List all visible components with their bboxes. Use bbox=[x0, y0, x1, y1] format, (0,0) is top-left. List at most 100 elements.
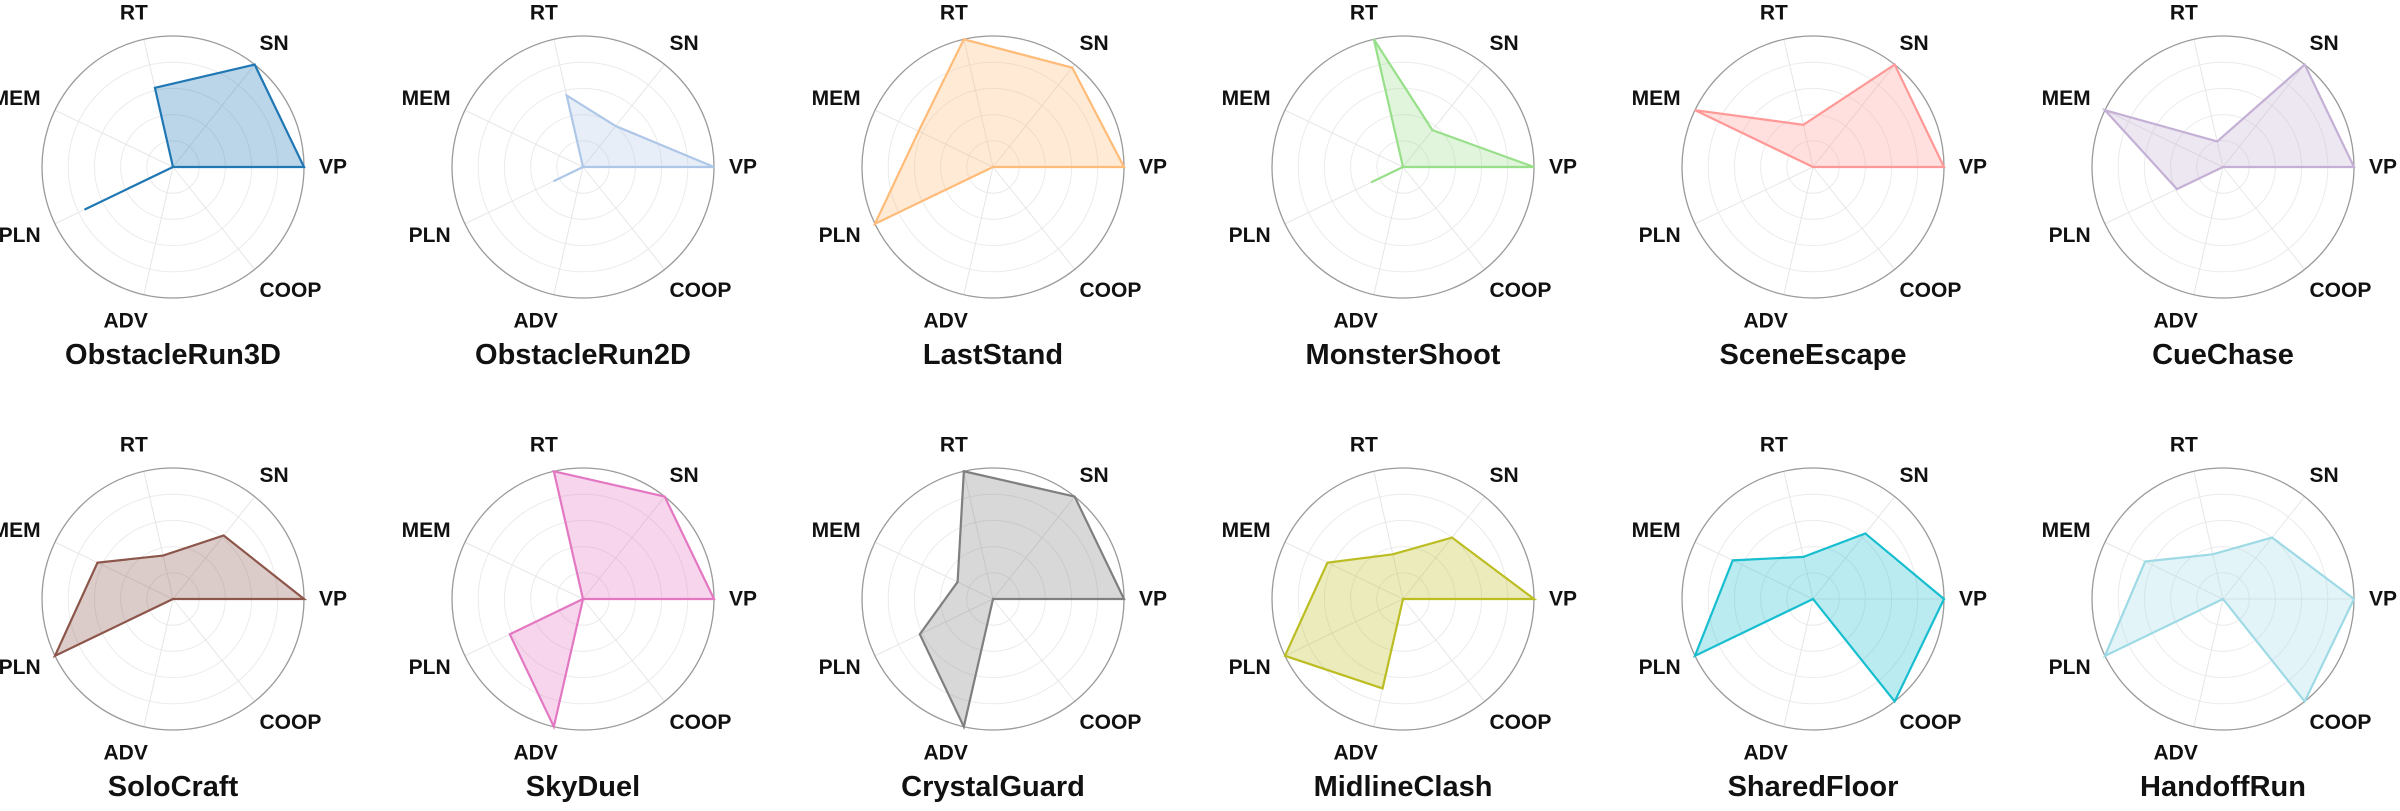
grid-spoke bbox=[2222, 496, 2306, 600]
grid-spoke bbox=[1812, 496, 1896, 600]
axis-label-vp: VP bbox=[1139, 156, 1167, 179]
grid-spoke bbox=[2193, 166, 2224, 295]
radar-chart-laststand: VP SN RT MEM PLN ADV COOP LastStand bbox=[812, 1, 1167, 371]
grid-spoke bbox=[1783, 39, 1814, 168]
radar-chart-obstaclerun3d: VP SN RT MEM PLN ADV COOP ObstacleRun3D bbox=[0, 1, 347, 371]
series-polygon bbox=[918, 469, 1126, 731]
grid-spoke bbox=[874, 109, 994, 168]
axis-label-vp: VP bbox=[1549, 156, 1577, 179]
axis-label-rt: RT bbox=[120, 433, 148, 456]
axis-label-rt: RT bbox=[940, 1, 968, 24]
axis-label-mem: MEM bbox=[2042, 519, 2091, 542]
series-polygon bbox=[508, 469, 716, 731]
axis-label-sn: SN bbox=[1490, 32, 1519, 55]
grid-spoke bbox=[963, 166, 994, 295]
axis-label-sn: SN bbox=[260, 32, 289, 55]
axis-label-mem: MEM bbox=[0, 519, 41, 542]
axis-label-rt: RT bbox=[120, 1, 148, 24]
axis-label-vp: VP bbox=[319, 588, 347, 611]
series-polygon bbox=[52, 534, 308, 659]
grid-spoke bbox=[1284, 598, 1404, 657]
axis-label-pln: PLN bbox=[1639, 656, 1681, 679]
axis-label-vp: VP bbox=[2369, 156, 2397, 179]
axis-label-mem: MEM bbox=[1222, 519, 1271, 542]
grid-spoke bbox=[1373, 471, 1404, 600]
axis-label-sn: SN bbox=[670, 464, 699, 487]
axis-label-vp: VP bbox=[729, 588, 757, 611]
axis-label-sn: SN bbox=[1900, 32, 1929, 55]
axis-label-sn: SN bbox=[1900, 464, 1929, 487]
axis-label-vp: VP bbox=[1959, 156, 1987, 179]
grid-spoke bbox=[582, 64, 666, 168]
grid-spoke bbox=[54, 541, 174, 600]
axis-label-mem: MEM bbox=[1632, 87, 1681, 110]
chart-title: MidlineClash bbox=[1314, 771, 1493, 803]
radar-chart-midlineclash: VP SN RT MEM PLN ADV COOP MidlineClash bbox=[1222, 433, 1577, 803]
grid-spoke bbox=[1402, 496, 1486, 600]
axis-label-mem: MEM bbox=[812, 519, 861, 542]
chart-title: LastStand bbox=[923, 339, 1063, 371]
axis-label-pln: PLN bbox=[0, 656, 41, 679]
axis-label-sn: SN bbox=[670, 32, 699, 55]
grid-spoke bbox=[582, 166, 666, 270]
axis-label-rt: RT bbox=[530, 433, 558, 456]
axis-label-coop: COOP bbox=[1080, 711, 1142, 734]
grid-spoke bbox=[1783, 166, 1814, 295]
grid-spoke bbox=[172, 598, 256, 702]
axis-label-adv: ADV bbox=[1743, 742, 1787, 765]
axis-label-coop: COOP bbox=[670, 711, 732, 734]
grid-spoke bbox=[1694, 166, 1814, 225]
axis-label-adv: ADV bbox=[513, 310, 557, 333]
grid-spoke bbox=[992, 598, 1076, 702]
grid-spoke bbox=[464, 541, 584, 600]
series-polygon bbox=[553, 93, 715, 183]
axis-label-coop: COOP bbox=[1900, 279, 1962, 302]
grid-spoke bbox=[172, 496, 256, 600]
axis-label-coop: COOP bbox=[1490, 711, 1552, 734]
chart-title: SharedFloor bbox=[1728, 771, 1899, 803]
axis-label-mem: MEM bbox=[0, 87, 41, 110]
series-polygon bbox=[872, 37, 1126, 227]
axis-label-pln: PLN bbox=[819, 656, 861, 679]
chart-title: ObstacleRun3D bbox=[65, 339, 281, 371]
grid-spoke bbox=[1783, 598, 1814, 727]
radar-chart-crystalguard: VP SN RT MEM PLN ADV COOP CrystalGuard bbox=[812, 433, 1167, 803]
grid-spoke bbox=[582, 598, 666, 702]
grid-spoke bbox=[992, 496, 1076, 600]
grid-spoke bbox=[874, 541, 994, 600]
axis-label-mem: MEM bbox=[812, 87, 861, 110]
axis-label-adv: ADV bbox=[103, 310, 147, 333]
series-polygon bbox=[1370, 38, 1535, 184]
grid-spoke bbox=[1284, 109, 1404, 168]
grid-spoke bbox=[1694, 541, 1814, 600]
axis-label-adv: ADV bbox=[1743, 310, 1787, 333]
radar-chart-sharedfloor: VP SN RT MEM PLN ADV COOP SharedFloor bbox=[1632, 433, 1987, 803]
axis-label-rt: RT bbox=[1350, 433, 1378, 456]
chart-title: ObstacleRun2D bbox=[475, 339, 691, 371]
axis-label-adv: ADV bbox=[2153, 742, 2197, 765]
axis-label-sn: SN bbox=[1490, 464, 1519, 487]
series-polygon bbox=[2101, 62, 2356, 191]
grid-spoke bbox=[553, 166, 584, 295]
axis-label-mem: MEM bbox=[1632, 519, 1681, 542]
axis-label-adv: ADV bbox=[923, 742, 967, 765]
axis-label-rt: RT bbox=[1760, 433, 1788, 456]
grid-spoke bbox=[963, 471, 994, 600]
axis-label-vp: VP bbox=[319, 156, 347, 179]
axis-label-adv: ADV bbox=[923, 310, 967, 333]
axis-label-pln: PLN bbox=[0, 224, 41, 247]
axis-label-pln: PLN bbox=[819, 224, 861, 247]
radar-chart-monstershoot: VP SN RT MEM PLN ADV COOP MonsterShoot bbox=[1222, 1, 1577, 371]
axis-label-adv: ADV bbox=[1333, 310, 1377, 333]
radar-chart-handoffrun: VP SN RT MEM PLN ADV COOP HandoffRun bbox=[2042, 433, 2397, 803]
axis-label-coop: COOP bbox=[1900, 711, 1962, 734]
axis-label-pln: PLN bbox=[1229, 656, 1271, 679]
axis-label-coop: COOP bbox=[670, 279, 732, 302]
axis-label-pln: PLN bbox=[1639, 224, 1681, 247]
grid-spoke bbox=[2193, 39, 2224, 168]
axis-label-pln: PLN bbox=[2049, 656, 2091, 679]
axis-label-vp: VP bbox=[1549, 588, 1577, 611]
series-polygon bbox=[1692, 532, 1946, 704]
axis-label-mem: MEM bbox=[1222, 87, 1271, 110]
